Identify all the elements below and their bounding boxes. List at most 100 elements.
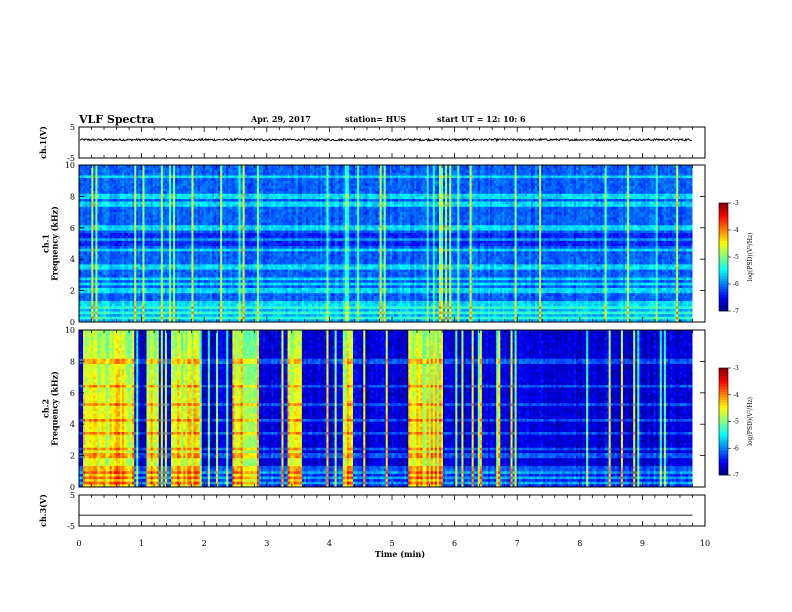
colorbar-cell bbox=[719, 241, 728, 244]
colorbar-cell bbox=[719, 233, 728, 236]
y-tick-label: 6 bbox=[70, 389, 75, 398]
colorbar-cell bbox=[719, 381, 728, 384]
x-axis-label: Time (min) bbox=[375, 549, 425, 559]
colorbar-cell bbox=[719, 227, 728, 230]
colorbar-cell bbox=[719, 389, 728, 392]
colorbar-cell bbox=[719, 387, 728, 390]
colorbar-cell bbox=[719, 373, 728, 376]
colorbar-tick-label: -6 bbox=[733, 281, 739, 288]
colorbar-cell bbox=[719, 392, 728, 395]
x-tick-label: 4 bbox=[327, 539, 332, 548]
colorbar-cell bbox=[719, 470, 728, 473]
colorbar-cell bbox=[719, 298, 728, 301]
colorbar-cell bbox=[719, 413, 728, 416]
colorbar-cell bbox=[719, 219, 728, 222]
ch1-voltage-ylabel: ch.1(V) bbox=[38, 126, 48, 159]
y-tick-label: 8 bbox=[70, 192, 75, 201]
colorbar-cell bbox=[719, 443, 728, 446]
x-tick-label: 0 bbox=[76, 539, 81, 548]
y-tick-label: 4 bbox=[70, 255, 75, 264]
colorbar-cell bbox=[719, 235, 728, 238]
colorbar-cell bbox=[719, 462, 728, 465]
colorbar-cell bbox=[719, 281, 728, 284]
colorbar-cell bbox=[719, 238, 728, 241]
colorbar-cell bbox=[719, 279, 728, 282]
colorbar-cell bbox=[719, 292, 728, 295]
x-tick-label: 3 bbox=[264, 539, 269, 548]
colorbar-cell bbox=[719, 244, 728, 247]
colorbar-label: log(PSD)(V²/Hz) bbox=[747, 233, 754, 282]
colorbar-cell bbox=[719, 206, 728, 209]
y-tick-label: 6 bbox=[70, 224, 75, 233]
colorbar-cell bbox=[719, 273, 728, 276]
colorbar-cell bbox=[719, 419, 728, 422]
colorbar-cell bbox=[719, 284, 728, 287]
colorbar-cell bbox=[719, 300, 728, 303]
colorbar-cell bbox=[719, 467, 728, 470]
colorbar-cell bbox=[719, 211, 728, 214]
colorbar-cell bbox=[719, 403, 728, 406]
colorbar-tick-label: -7 bbox=[733, 472, 739, 479]
colorbar-cell bbox=[719, 405, 728, 408]
colorbar-cell bbox=[719, 379, 728, 382]
colorbar-cell bbox=[719, 225, 728, 228]
colorbar-cell bbox=[719, 395, 728, 398]
colorbar-cell bbox=[719, 376, 728, 379]
y-tick-label: 2 bbox=[70, 287, 75, 296]
colorbar-cell bbox=[719, 459, 728, 462]
colorbar-cell bbox=[719, 260, 728, 263]
colorbar-cell bbox=[719, 438, 728, 441]
x-tick-label: 7 bbox=[515, 539, 520, 548]
colorbar-cell bbox=[719, 217, 728, 220]
colorbar-tick-label: -4 bbox=[733, 392, 739, 399]
colorbar-label: log(PSD)(V²/Hz) bbox=[747, 397, 754, 446]
colorbar-cell bbox=[719, 287, 728, 290]
colorbar-cell bbox=[719, 454, 728, 457]
y-tick-label: 5 bbox=[70, 123, 75, 132]
spectrogram-cells bbox=[79, 330, 693, 487]
colorbar-cell bbox=[719, 222, 728, 225]
figure-title: VLF Spectra bbox=[78, 113, 154, 126]
x-tick-label: 6 bbox=[452, 539, 457, 548]
spectrogram-cells bbox=[79, 165, 693, 322]
ch3-voltage-ylabel: ch.3(V) bbox=[38, 494, 48, 527]
y-tick-label: 4 bbox=[70, 420, 75, 429]
colorbar-cell bbox=[719, 289, 728, 292]
colorbar-cell bbox=[719, 435, 728, 438]
date-label: Apr. 29, 2017 bbox=[250, 114, 311, 124]
x-tick-label: 8 bbox=[577, 539, 582, 548]
colorbar-cell bbox=[719, 384, 728, 387]
x-tick-label: 2 bbox=[202, 539, 207, 548]
colorbar-cell bbox=[719, 271, 728, 274]
colorbar-cell bbox=[719, 456, 728, 459]
colorbar-cell bbox=[719, 257, 728, 260]
colorbar-cell bbox=[719, 427, 728, 430]
colorbar-cell bbox=[719, 230, 728, 233]
station-label: station= HUS bbox=[345, 114, 406, 124]
colorbar-cell bbox=[719, 411, 728, 414]
y-tick-label: -5 bbox=[67, 522, 75, 531]
colorbar-cell bbox=[719, 303, 728, 306]
y-tick-label: 10 bbox=[65, 326, 75, 335]
colorbar-tick-label: -6 bbox=[733, 445, 739, 452]
colorbar-cell bbox=[719, 400, 728, 403]
colorbar-cell bbox=[719, 430, 728, 433]
colorbar-cell bbox=[719, 254, 728, 257]
colorbar-cell bbox=[719, 408, 728, 411]
y-tick-label: 8 bbox=[70, 357, 75, 366]
colorbar-cell bbox=[719, 416, 728, 419]
colorbar-cell bbox=[719, 446, 728, 449]
colorbar-tick-label: -3 bbox=[733, 365, 739, 372]
colorbar-cell bbox=[719, 306, 728, 309]
colorbar-cell bbox=[719, 214, 728, 217]
colorbar-tick-label: -5 bbox=[733, 419, 739, 426]
colorbar-cell bbox=[719, 368, 728, 371]
colorbar-cell bbox=[719, 265, 728, 268]
y-tick-label: 2 bbox=[70, 452, 75, 461]
colorbar-tick-label: -5 bbox=[733, 254, 739, 261]
x-tick-label: 9 bbox=[640, 539, 645, 548]
colorbar-cell bbox=[719, 422, 728, 425]
colorbar-tick-label: -4 bbox=[733, 227, 739, 234]
